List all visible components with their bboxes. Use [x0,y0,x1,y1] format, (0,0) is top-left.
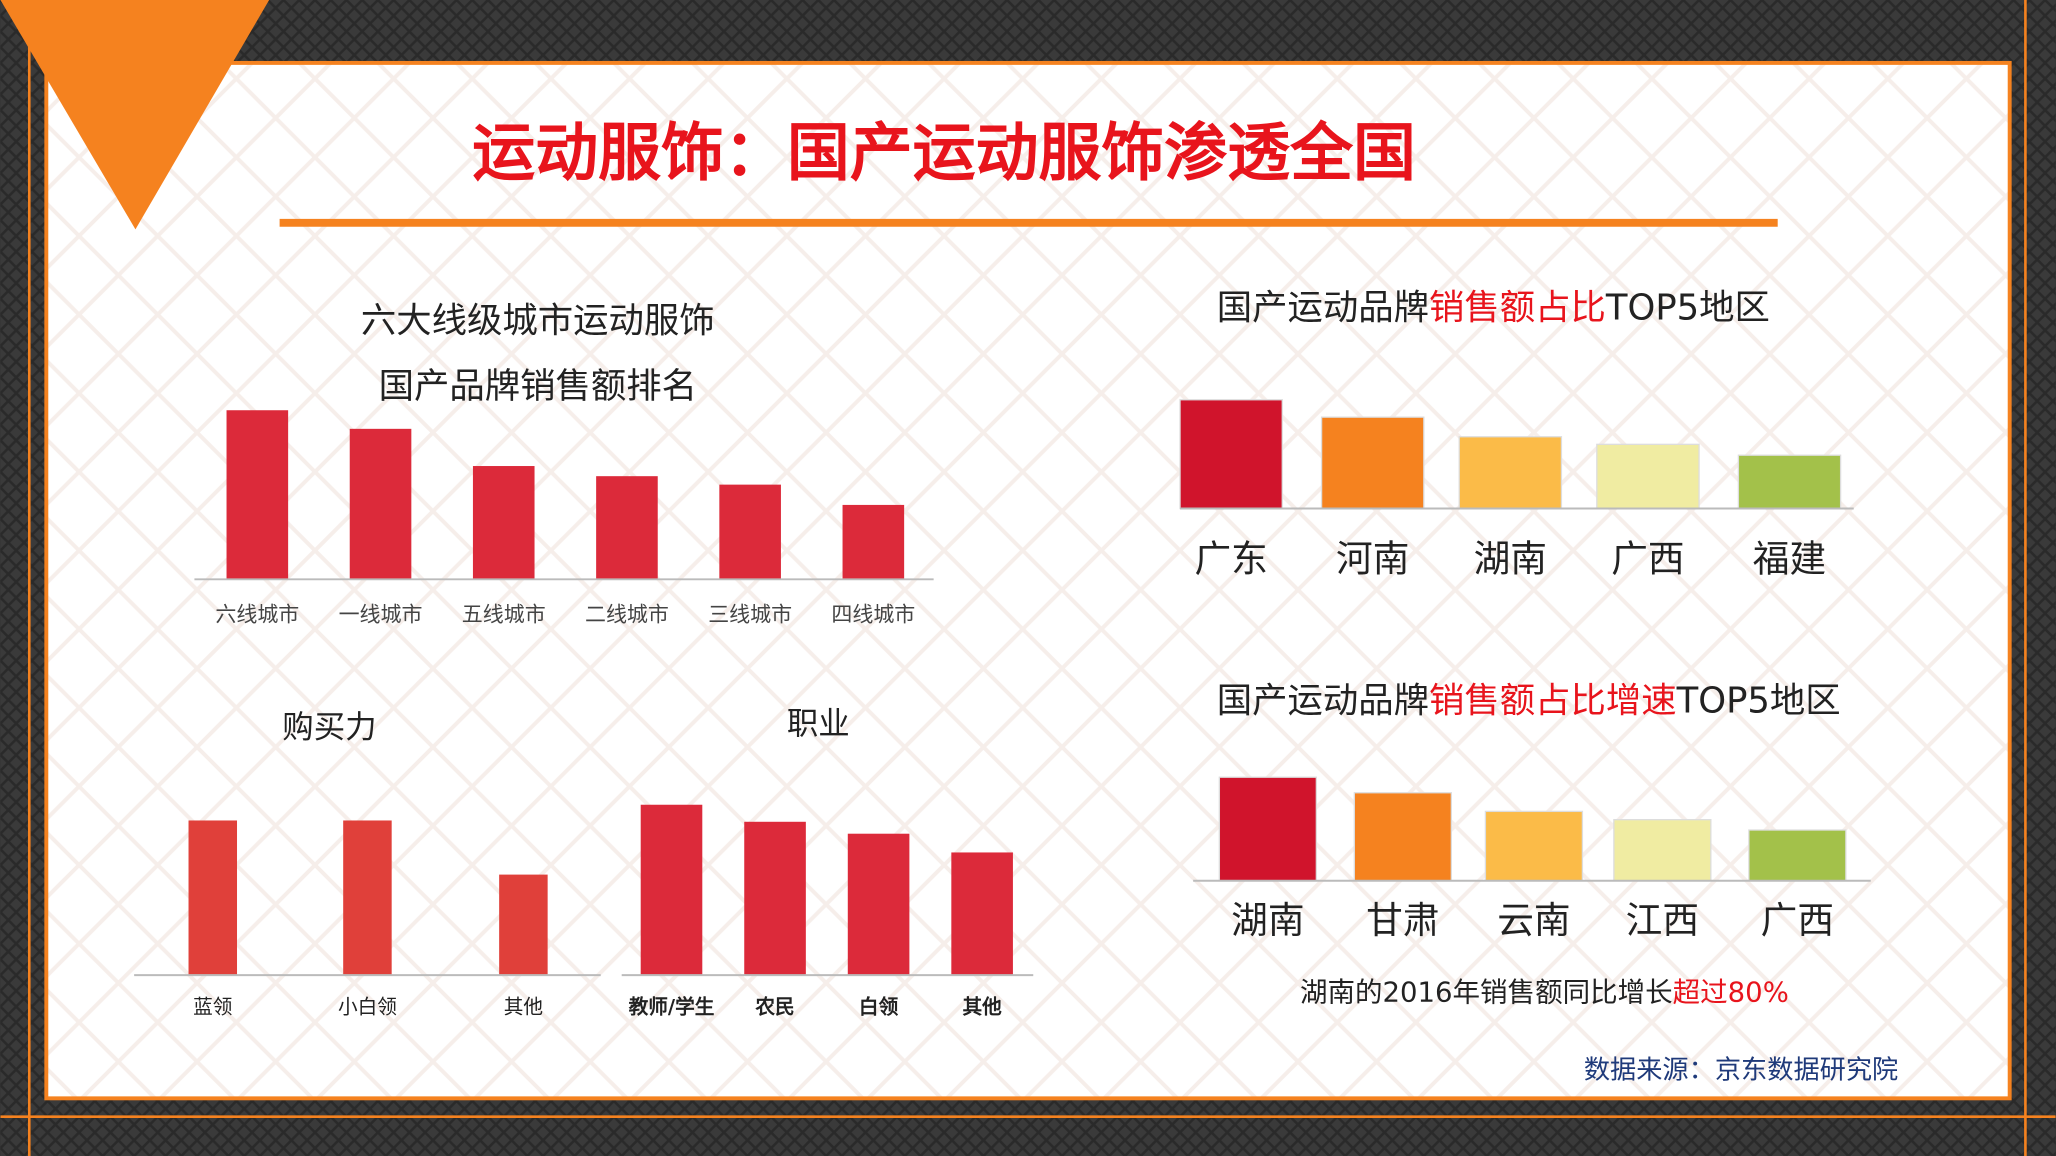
x-tick-label: 五线城市 [462,603,546,627]
chart-title: 国产运动品牌销售额占比TOP5地区 [1217,287,1770,328]
corner-triangle [0,0,270,230]
chart-title: 国产品牌销售额排名 [379,366,697,407]
bar [1484,810,1584,882]
bar [1737,454,1842,510]
annotation: 湖南的2016年销售额同比增长超过80% [1300,976,1789,1008]
x-tick-label: 其他 [504,995,543,1018]
x-tick-label: 白领 [859,995,899,1018]
x-tick-label: 湖南 [1231,899,1304,942]
bar [719,484,781,580]
x-tick-label: 湖南 [1474,537,1547,580]
chart-title: 职业 [787,706,850,742]
x-tick-label: 其他 [962,995,1002,1018]
chart-title-part: 销售额占比增速 [1429,681,1677,722]
bar [1596,443,1700,510]
x-tick-label: 农民 [754,995,794,1018]
bar [847,833,910,976]
annotation-part: 超过80% [1673,976,1789,1008]
bar [349,428,412,580]
bar [226,410,289,580]
x-tick-label: 广西 [1611,537,1684,580]
chart-title: 国产运动品牌销售额占比增速TOP5地区 [1217,681,1841,722]
bar [1458,436,1563,510]
x-tick-label: 六线城市 [215,603,299,627]
x-tick-label: 四线城市 [831,603,915,627]
bar [1613,819,1712,882]
bar [472,466,535,580]
bar [842,504,905,580]
bar [596,476,658,580]
x-tick-label: 云南 [1497,899,1570,942]
bar [188,820,238,976]
bar [499,874,548,976]
x-tick-label: 一线城市 [339,603,423,627]
x-tick-label: 广东 [1194,537,1267,580]
bar [744,821,806,976]
bar [1353,792,1452,882]
chart-title-part: 国产运动品牌 [1217,681,1429,722]
bar [640,804,703,976]
bar [1179,399,1283,510]
bar [1748,829,1847,882]
panel-border [44,60,2012,1101]
chart-title: 六大线级城市运动服饰 [361,300,715,341]
x-tick-label: 三线城市 [708,603,792,627]
chart-title-part: 国产运动品牌 [1217,287,1429,328]
x-tick-label: 江西 [1626,899,1699,942]
bar [1320,416,1425,510]
slide-title: 运动服饰：国产运动服饰渗透全国 [472,116,1416,189]
chart-title-part: TOP5地区 [1676,681,1841,722]
x-tick-label: 教师/学生 [629,995,715,1018]
x-tick-label: 河南 [1336,537,1409,580]
bar [343,820,392,976]
x-tick-label: 蓝领 [193,995,232,1018]
title-rule [279,218,1778,227]
x-tick-label: 小白领 [338,995,397,1018]
x-tick-label: 二线城市 [585,603,669,627]
x-tick-label: 甘肃 [1366,899,1439,942]
chart-title-part: 销售额占比 [1429,287,1606,328]
chart-title-part: TOP5地区 [1605,287,1770,328]
bar [951,852,1013,976]
source: 数据来源：京东数据研究院 [1584,1055,1898,1085]
chart-title: 购买力 [282,710,376,746]
panel [46,62,2010,1099]
x-tick-label: 广西 [1761,899,1834,942]
x-tick-label: 福建 [1753,537,1826,580]
bar [1218,776,1317,882]
annotation-part: 湖南的2016年销售额同比增长 [1300,976,1673,1008]
